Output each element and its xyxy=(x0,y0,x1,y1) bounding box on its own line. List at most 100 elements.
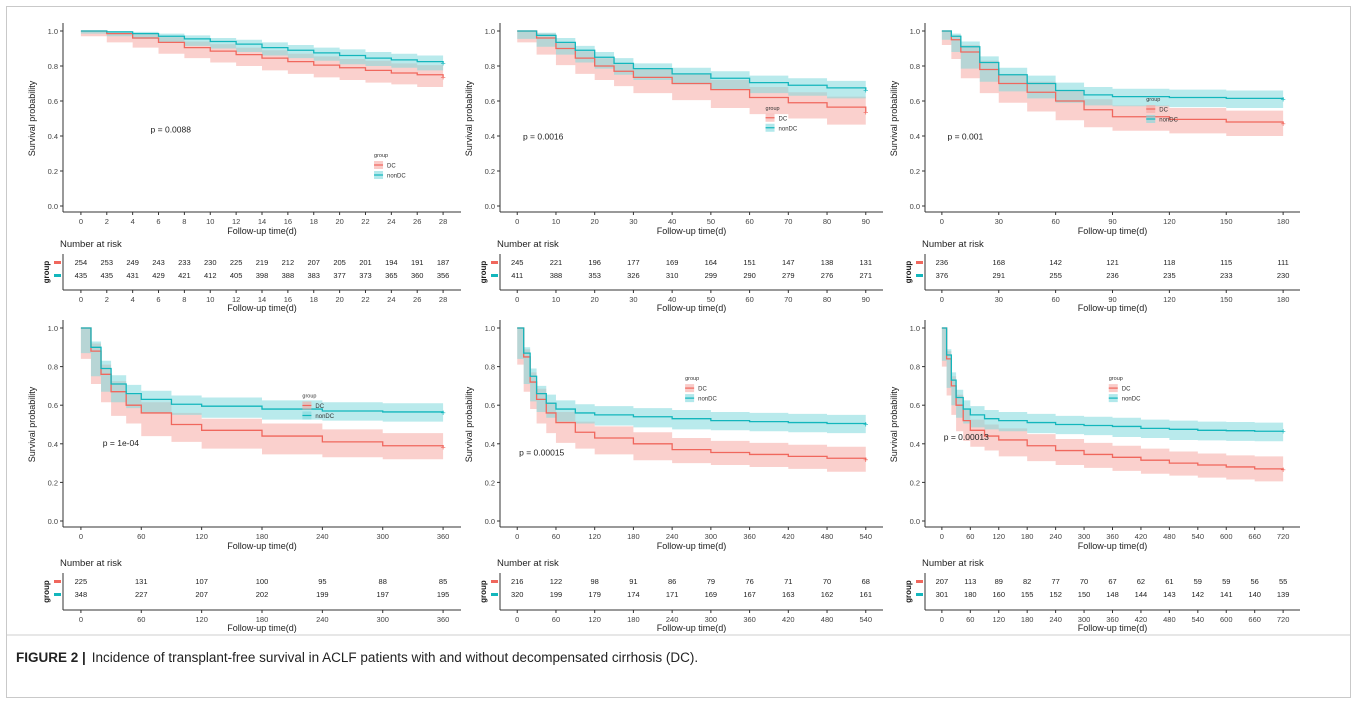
risk-count-nondc: 197 xyxy=(376,590,389,599)
x-tick-label: 180 xyxy=(1021,532,1034,541)
risk-x-axis-label: Follow-up time(d) xyxy=(227,303,297,313)
risk-key-nondc xyxy=(916,274,923,277)
risk-x-tick-label: 10 xyxy=(552,295,560,304)
y-axis-label: Survival probability xyxy=(464,80,474,156)
risk-group-label: group xyxy=(904,580,913,603)
risk-count-nondc: 376 xyxy=(936,271,949,280)
risk-count-nondc: 373 xyxy=(359,271,372,280)
risk-count-nondc: 235 xyxy=(1163,271,1176,280)
risk-key-dc xyxy=(916,261,923,264)
risk-count-nondc: 388 xyxy=(550,271,563,280)
risk-count-nondc: 320 xyxy=(511,590,524,599)
risk-x-tick-label: 8 xyxy=(182,295,186,304)
y-tick-label: 0.4 xyxy=(910,132,920,141)
risk-count-dc: 187 xyxy=(437,258,450,267)
risk-count-dc: 201 xyxy=(359,258,372,267)
y-tick-label: 0.4 xyxy=(48,440,58,449)
risk-key-dc xyxy=(491,580,498,583)
x-axis-label: Follow-up time(d) xyxy=(657,541,727,551)
risk-key-nondc xyxy=(491,593,498,596)
legend-title: group xyxy=(302,393,316,399)
risk-count-nondc: 160 xyxy=(992,590,1005,599)
risk-key-nondc xyxy=(491,274,498,277)
x-tick-label: 300 xyxy=(376,532,389,541)
risk-x-tick-label: 70 xyxy=(784,295,792,304)
risk-count-nondc: 383 xyxy=(307,271,320,280)
x-axis-label: Follow-up time(d) xyxy=(1078,541,1148,551)
risk-count-dc: 236 xyxy=(936,258,949,267)
risk-count-nondc: 411 xyxy=(511,271,523,280)
risk-count-nondc: 377 xyxy=(333,271,346,280)
risk-x-tick-label: 120 xyxy=(195,615,208,624)
risk-x-tick-label: 120 xyxy=(588,615,601,624)
y-tick-label: 0.8 xyxy=(910,363,920,372)
y-tick-label: 0.6 xyxy=(48,401,58,410)
x-tick-label: 60 xyxy=(966,532,974,541)
x-tick-label: 14 xyxy=(258,217,266,226)
risk-x-tick-label: 6 xyxy=(156,295,160,304)
x-tick-label: 60 xyxy=(137,532,145,541)
risk-x-tick-label: 30 xyxy=(629,295,637,304)
ci-band-dc xyxy=(942,328,1283,481)
risk-count-dc: 71 xyxy=(784,577,792,586)
risk-x-axis-label: Follow-up time(d) xyxy=(227,623,297,633)
p-value-label: p = 0.001 xyxy=(948,132,984,142)
risk-count-nondc: 435 xyxy=(101,271,114,280)
y-tick-label: 0.6 xyxy=(910,401,920,410)
legend-title: group xyxy=(766,106,780,112)
risk-group-label: group xyxy=(42,580,51,603)
risk-count-dc: 68 xyxy=(862,577,870,586)
risk-count-nondc: 356 xyxy=(437,271,450,280)
x-tick-label: 16 xyxy=(284,217,292,226)
risk-count-dc: 138 xyxy=(821,258,834,267)
risk-table-title: Number at risk xyxy=(497,239,559,250)
risk-count-dc: 67 xyxy=(1108,577,1116,586)
legend-title: group xyxy=(374,153,388,159)
x-tick-label: 420 xyxy=(782,532,795,541)
risk-count-dc: 194 xyxy=(385,258,398,267)
x-tick-label: 0 xyxy=(79,217,83,226)
risk-count-dc: 70 xyxy=(823,577,831,586)
risk-count-dc: 230 xyxy=(204,258,217,267)
risk-count-nondc: 291 xyxy=(992,271,1005,280)
x-tick-label: 180 xyxy=(256,532,269,541)
y-tick-label: 1.0 xyxy=(48,324,58,333)
risk-count-nondc: 431 xyxy=(126,271,139,280)
x-tick-label: 8 xyxy=(182,217,186,226)
risk-x-tick-label: 26 xyxy=(413,295,421,304)
risk-x-tick-label: 660 xyxy=(1248,615,1261,624)
risk-count-nondc: 148 xyxy=(1106,590,1119,599)
x-tick-label: 600 xyxy=(1220,532,1233,541)
risk-count-nondc: 276 xyxy=(821,271,834,280)
y-tick-label: 1.0 xyxy=(485,27,495,36)
risk-count-dc: 77 xyxy=(1051,577,1059,586)
y-tick-label: 0.6 xyxy=(485,401,495,410)
risk-count-dc: 107 xyxy=(195,577,208,586)
x-tick-label: 18 xyxy=(310,217,318,226)
risk-count-nondc: 301 xyxy=(936,590,949,599)
risk-count-dc: 113 xyxy=(964,577,976,586)
x-tick-label: 0 xyxy=(940,532,944,541)
x-tick-label: 10 xyxy=(552,217,560,226)
y-tick-label: 0.2 xyxy=(910,167,920,176)
y-tick-label: 1.0 xyxy=(910,27,920,36)
risk-count-dc: 164 xyxy=(705,258,718,267)
risk-count-dc: 98 xyxy=(591,577,599,586)
risk-count-dc: 55 xyxy=(1279,577,1287,586)
x-tick-label: 240 xyxy=(666,532,679,541)
risk-count-dc: 233 xyxy=(178,258,191,267)
censor-mark-nondc: + xyxy=(863,86,868,96)
risk-count-nondc: 163 xyxy=(782,590,795,599)
risk-count-dc: 86 xyxy=(668,577,676,586)
x-tick-label: 10 xyxy=(206,217,214,226)
legend-label-nondc: nonDC xyxy=(779,126,798,132)
risk-count-nondc: 405 xyxy=(230,271,243,280)
risk-count-nondc: 299 xyxy=(705,271,718,280)
x-axis-label: Follow-up time(d) xyxy=(227,541,297,551)
risk-x-tick-label: 0 xyxy=(515,295,519,304)
risk-x-tick-label: 28 xyxy=(439,295,447,304)
risk-count-dc: 142 xyxy=(1049,258,1062,267)
x-tick-label: 360 xyxy=(743,532,756,541)
risk-group-label: group xyxy=(479,580,488,603)
